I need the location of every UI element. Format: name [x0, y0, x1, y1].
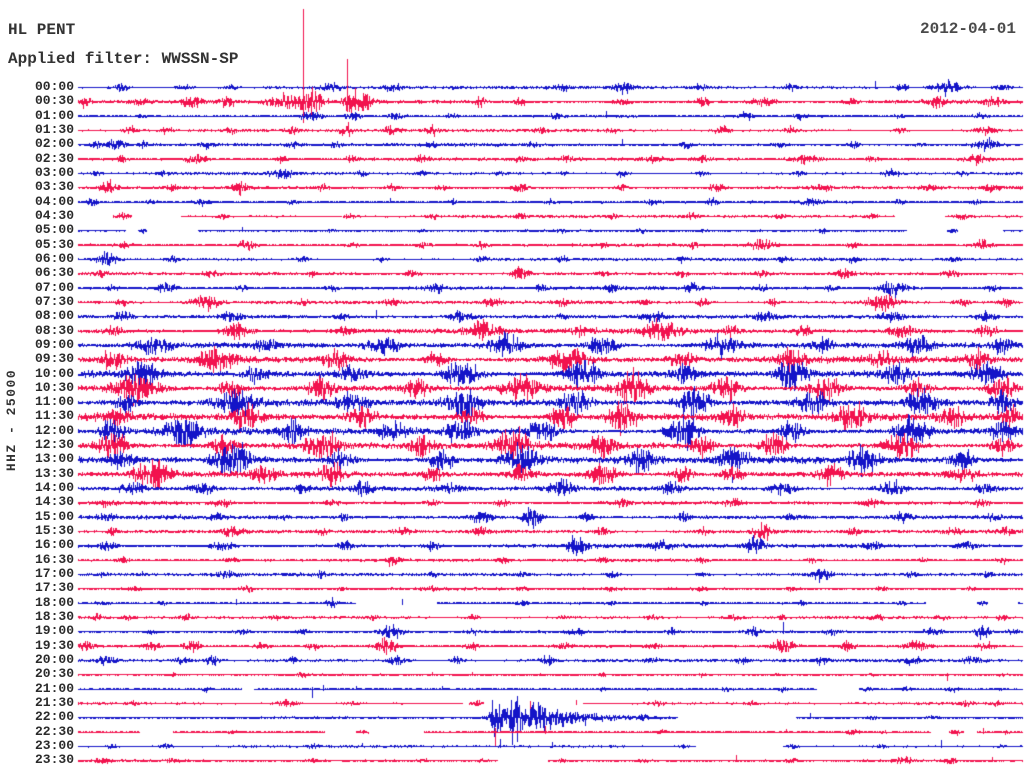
- time-label: 17:00: [34, 566, 74, 582]
- time-label: 12:00: [34, 422, 74, 438]
- time-label: 06:00: [34, 250, 74, 266]
- time-label: 23:30: [34, 752, 74, 768]
- time-label: 16:00: [34, 537, 74, 553]
- time-label: 01:00: [34, 107, 74, 123]
- time-label: 07:30: [34, 293, 74, 309]
- time-label: 08:30: [34, 322, 74, 338]
- time-label: 15:00: [34, 508, 74, 524]
- time-label: 01:30: [34, 121, 74, 137]
- time-label: 13:30: [34, 465, 74, 481]
- applied-filter-label: Applied filter: WWSSN-SP: [8, 50, 239, 68]
- time-label: 14:30: [34, 494, 74, 510]
- time-label: 04:00: [34, 193, 74, 209]
- time-label: 22:30: [34, 723, 74, 739]
- time-label: 02:30: [34, 150, 74, 166]
- time-label: 10:30: [34, 379, 74, 395]
- time-label: 23:00: [34, 737, 74, 753]
- time-label: 07:00: [34, 279, 74, 295]
- time-label: 00:00: [34, 79, 74, 94]
- time-label: 09:00: [34, 336, 74, 352]
- time-label: 18:30: [34, 609, 74, 625]
- time-label: 06:30: [34, 265, 74, 281]
- time-label: 14:00: [34, 480, 74, 496]
- date-label: 2012-04-01: [919, 20, 1016, 38]
- time-label: 16:30: [34, 551, 74, 567]
- time-label: 05:30: [34, 236, 74, 252]
- time-label: 02:00: [34, 136, 74, 152]
- time-label: 04:30: [34, 207, 74, 223]
- time-label: 15:30: [34, 523, 74, 539]
- time-label: 19:00: [34, 623, 74, 639]
- station-title: HL PENT: [8, 21, 76, 39]
- time-label: 10:00: [34, 365, 74, 381]
- time-label: 03:30: [34, 179, 74, 195]
- time-label: 20:00: [34, 652, 74, 667]
- time-label: 09:30: [34, 351, 74, 367]
- time-label: 03:00: [34, 164, 74, 180]
- time-label: 20:30: [34, 666, 74, 682]
- time-label: 17:30: [34, 580, 74, 596]
- time-label: 19:30: [34, 637, 74, 653]
- time-label: 21:00: [34, 680, 74, 696]
- time-label: 22:00: [34, 709, 74, 725]
- time-label: 18:00: [34, 594, 74, 610]
- time-label: 08:00: [34, 308, 74, 324]
- time-label: 00:30: [34, 93, 74, 109]
- time-label: 13:00: [34, 451, 74, 467]
- time-label: 21:30: [34, 694, 74, 710]
- time-label: 12:30: [34, 437, 74, 453]
- time-label: 11:30: [34, 408, 74, 424]
- time-label: 05:00: [34, 222, 74, 238]
- time-label: 11:00: [34, 394, 74, 410]
